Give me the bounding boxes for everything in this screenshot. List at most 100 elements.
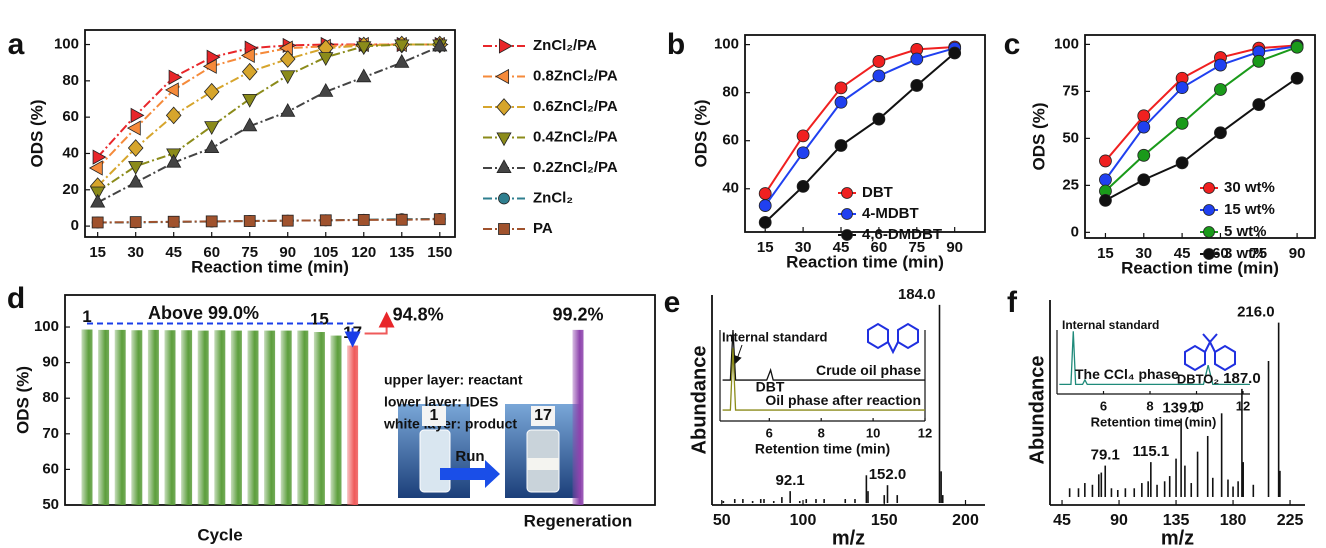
x-tick-label: 100: [790, 512, 817, 529]
legend-label: 0.8ZnCl₂/PA: [533, 67, 618, 84]
marker: [758, 215, 772, 229]
legend-label: ZnCl₂: [533, 189, 573, 206]
x-tick-label: 10: [1189, 398, 1203, 413]
x-tick-label: 60: [871, 239, 888, 256]
marker: [242, 93, 258, 108]
series-line: [1104, 44, 1298, 162]
series-line: [96, 43, 440, 158]
bar: [347, 345, 359, 505]
panel-letter: e: [664, 286, 681, 319]
marker: [1137, 148, 1151, 162]
marker: [432, 37, 448, 52]
x-axis-label: Reaction time (min): [191, 257, 349, 276]
annotation: white layer: product: [383, 416, 517, 432]
marker: [318, 52, 334, 66]
annotation-arrow: [364, 311, 395, 335]
marker: [834, 139, 848, 152]
x-tick-label: 30: [795, 239, 812, 256]
x-axis-label: Reaction time (min): [786, 252, 944, 271]
x-tick-label: 90: [1110, 512, 1128, 529]
legend-marker: [1203, 182, 1215, 194]
marker: [204, 139, 220, 154]
vial: [419, 429, 451, 493]
legend-marker: [1203, 204, 1215, 216]
series-line: [1104, 45, 1298, 181]
vial-layer: [527, 458, 559, 470]
bar: [181, 330, 193, 505]
series-label: Oil phase after reaction: [765, 392, 921, 408]
x-axis-label: Reaction time (min): [1121, 258, 1279, 277]
legend-marker: [495, 68, 510, 85]
marker: [129, 216, 142, 229]
panel-letter: d: [7, 282, 25, 315]
legend-label: 30 wt%: [1224, 179, 1275, 196]
series-line: [97, 218, 440, 224]
annotation: Run: [455, 448, 484, 465]
x-axis-label: m/z: [832, 527, 865, 548]
bar: [81, 329, 93, 505]
series-line: [722, 329, 925, 381]
x-tick-label: 15: [1097, 245, 1114, 262]
plot-frame: [84, 29, 456, 238]
marker: [834, 81, 848, 95]
y-axis-label: Abundance: [688, 346, 710, 455]
marker: [166, 153, 182, 168]
panel-letter: b: [667, 28, 685, 61]
y-axis-label: ODS (%): [691, 100, 710, 168]
peak-label: 92.1: [776, 472, 805, 489]
marker: [910, 79, 924, 92]
y-tick-label: 80: [62, 72, 79, 89]
x-tick-label: 75: [908, 239, 925, 256]
bar: [313, 332, 325, 505]
annotation: DBT: [756, 379, 785, 395]
series-line: [764, 52, 956, 224]
peak-label: 115.1: [1132, 443, 1169, 460]
peak-label: 216.0: [1237, 304, 1275, 321]
legend-marker: [498, 38, 513, 54]
x-tick-label: 8: [1146, 398, 1153, 413]
legend-label: 4,6-DMDBT: [862, 226, 942, 243]
marker: [280, 70, 296, 85]
x-tick-label: 6: [1100, 398, 1107, 413]
bar-category-label: 1: [82, 307, 91, 326]
marker: [1137, 173, 1151, 187]
marker: [241, 62, 258, 81]
marker: [872, 112, 886, 126]
marker: [164, 82, 179, 98]
marker: [202, 58, 217, 74]
annotation: 1: [430, 407, 439, 424]
molecule-dbt: [867, 322, 919, 355]
marker: [872, 55, 886, 68]
annotation: Internal standard: [722, 329, 828, 344]
y-tick-label: 25: [1062, 176, 1079, 193]
y-tick-label: 100: [54, 35, 79, 52]
x-tick-label: 30: [1135, 245, 1152, 262]
marker: [91, 216, 104, 229]
marker: [279, 50, 296, 68]
y-tick-label: 0: [1071, 223, 1079, 240]
x-tick-label: 150: [871, 512, 898, 529]
y-tick-label: 90: [42, 354, 59, 371]
annotation: lower layer: IDES: [384, 394, 498, 410]
legend-marker: [1203, 226, 1215, 238]
marker: [872, 69, 886, 83]
y-tick-label: 0: [71, 217, 79, 234]
marker: [1099, 173, 1112, 187]
marker: [242, 117, 258, 132]
bar: [131, 330, 143, 505]
marker: [1214, 58, 1227, 72]
marker: [205, 215, 218, 228]
plot-frame: [64, 294, 656, 506]
bar: [297, 330, 309, 505]
bar-category-label: 15: [310, 310, 329, 329]
y-tick-label: 100: [714, 36, 739, 53]
legend-label: 15 wt%: [1224, 201, 1275, 218]
x-tick-label: 135: [1163, 512, 1190, 529]
marker: [90, 186, 106, 201]
x-tick-label: 135: [389, 244, 414, 261]
peak-label: 184.0: [898, 286, 936, 303]
y-tick-label: 100: [34, 318, 59, 335]
y-tick-label: 60: [62, 108, 79, 125]
marker: [948, 46, 962, 60]
marker: [796, 146, 810, 160]
